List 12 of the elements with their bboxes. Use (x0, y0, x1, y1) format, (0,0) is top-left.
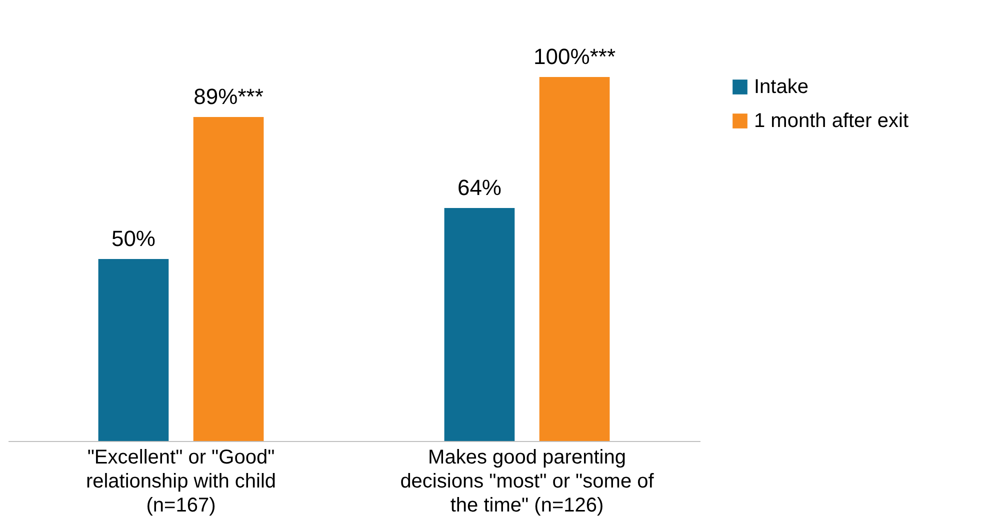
bar (193, 117, 264, 441)
x-tick-label: "Excellent" or "Good" relationship with child (n=167) (86, 446, 276, 516)
bar (98, 259, 169, 441)
data-label: 89%*** (194, 84, 264, 110)
data-label: 64% (457, 175, 502, 200)
bar (539, 77, 610, 441)
legend-label: Intake (754, 76, 808, 98)
data-label: 100%*** (534, 44, 616, 69)
data-label: 50% (111, 226, 156, 251)
legend-label: 1 month after exit (754, 110, 909, 132)
x-tick-label: Makes good parenting decisions "most" or "some of the time" (n=126) (400, 446, 654, 516)
bar (444, 208, 515, 441)
